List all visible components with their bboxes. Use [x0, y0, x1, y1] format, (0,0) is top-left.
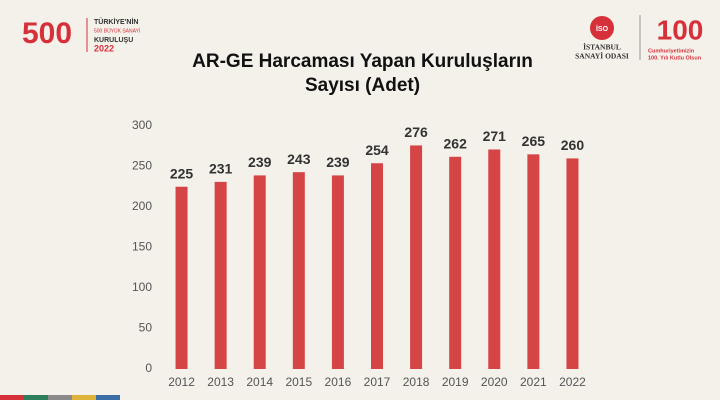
data-label: 231 [209, 161, 233, 177]
data-label: 225 [170, 165, 194, 181]
data-label: 262 [444, 135, 468, 151]
x-tick-label: 2012 [168, 375, 195, 389]
x-tick-label: 2017 [364, 375, 391, 389]
y-tick-label: 100 [132, 280, 152, 294]
anniversary-text: Cumhuriyetimizin [648, 48, 695, 54]
bar [371, 163, 383, 369]
data-label: 260 [561, 137, 585, 153]
x-tick-label: 2016 [325, 375, 352, 389]
logo-text: TÜRKİYE'NİN [94, 17, 138, 26]
logo-number: 500 [22, 17, 72, 50]
x-tick-label: 2020 [481, 375, 508, 389]
x-tick-label: 2021 [520, 375, 547, 389]
x-tick-label: 2018 [403, 375, 430, 389]
x-tick-label: 2022 [559, 375, 586, 389]
y-tick-label: 0 [145, 361, 152, 375]
bar [566, 158, 579, 369]
chart-title: AR-GE Harcaması Yapan Kuruluşların Sayıs… [192, 51, 533, 96]
bar [449, 156, 462, 369]
x-tick-label: 2019 [442, 375, 469, 389]
logo-text: KURULUŞU [94, 37, 133, 44]
data-label: 239 [326, 154, 350, 170]
logo-badge: İSO [596, 25, 609, 33]
data-label: 239 [248, 154, 272, 170]
data-label: 265 [522, 133, 546, 149]
x-tick-label: 2015 [285, 375, 312, 389]
data-label: 243 [287, 151, 311, 167]
y-tick-label: 200 [132, 199, 152, 213]
x-tick-label: 2014 [246, 375, 273, 389]
bar [253, 175, 266, 369]
logo-text: İSTANBUL [583, 42, 621, 52]
data-label: 271 [483, 128, 507, 144]
data-label: 254 [365, 142, 389, 158]
bar [527, 154, 540, 369]
y-tick-label: 50 [139, 321, 153, 335]
logo-text: 500 BÜYÜK SANAYİ [94, 27, 140, 34]
logo-text: 2022 [94, 43, 114, 53]
anniversary-number: 100 [657, 14, 704, 45]
anniversary-text: 100. Yılı Kutlu Olsun [648, 55, 702, 61]
y-tick-label: 150 [132, 240, 152, 254]
logo-text: SANAYİ ODASI [575, 51, 629, 61]
bar [175, 186, 188, 369]
y-tick-label: 250 [132, 159, 152, 173]
bar [331, 175, 344, 369]
bar [488, 149, 501, 369]
data-label: 276 [404, 124, 428, 140]
bar [410, 145, 423, 369]
y-tick-label: 300 [132, 118, 152, 132]
x-tick-label: 2013 [207, 375, 234, 389]
bar [292, 172, 305, 369]
bar [214, 181, 227, 369]
